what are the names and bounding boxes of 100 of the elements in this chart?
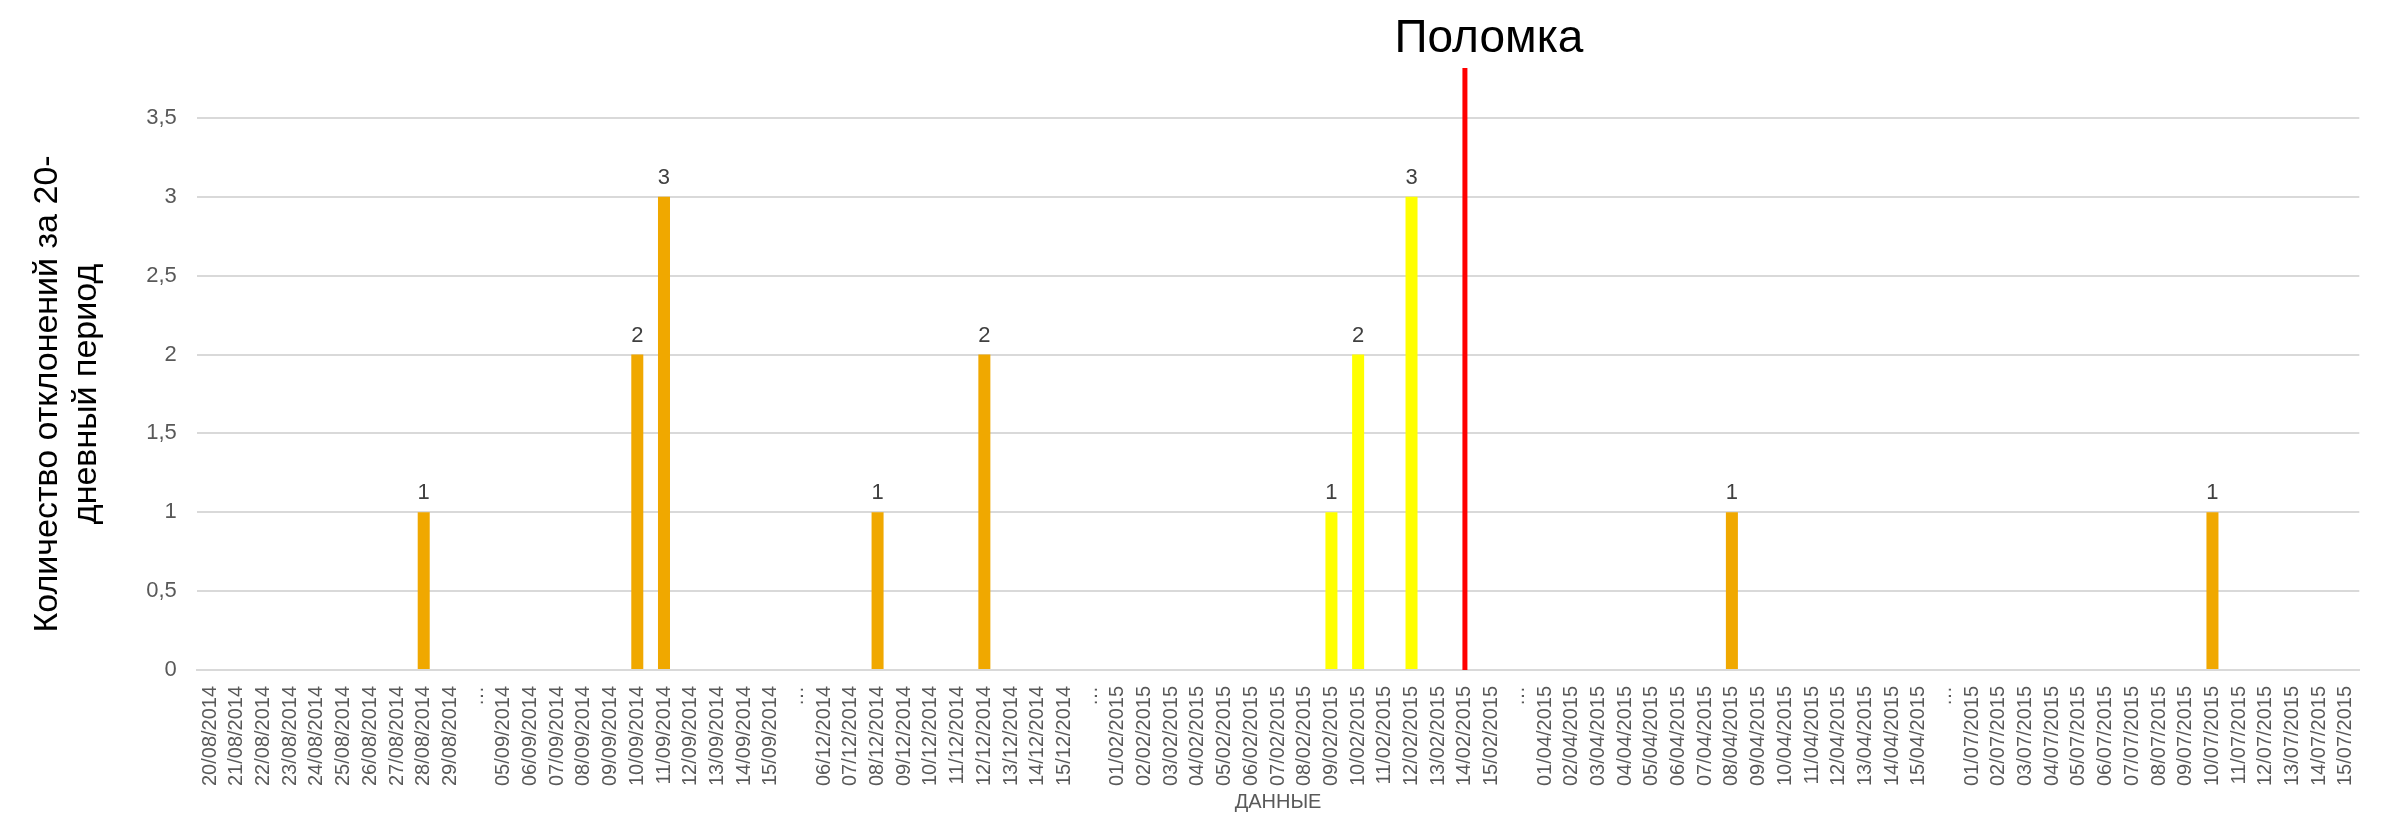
x-tick-label: 26/08/2014: [357, 685, 380, 787]
bar: [417, 512, 430, 669]
x-tick-label: 09/04/2015: [1746, 685, 1769, 787]
x-tick-label: 09/07/2015: [2173, 685, 2196, 787]
x-tick-label: …: [1505, 685, 1528, 706]
x-tick-label: 03/04/2015: [1585, 685, 1608, 787]
data-label: 2: [1352, 321, 1365, 347]
x-tick-label: 10/12/2014: [918, 685, 941, 787]
x-tick-label: 23/08/2014: [277, 685, 300, 787]
x-tick-label: 06/07/2015: [2093, 685, 2116, 787]
bar: [1405, 196, 1418, 669]
data-label: 2: [978, 321, 991, 347]
x-tick-label: 01/04/2015: [1532, 685, 1555, 787]
y-tick-label: 2,5: [146, 261, 177, 287]
data-label: 1: [1725, 479, 1739, 505]
x-tick-label: 06/04/2015: [1666, 685, 1689, 787]
x-tick-label: 05/09/2014: [491, 685, 514, 787]
x-tick-label: 05/07/2015: [2066, 685, 2089, 787]
x-tick-label: 11/09/2014: [651, 685, 674, 785]
x-tick-label: 03/02/2015: [1158, 685, 1181, 787]
x-tick-label: 13/09/2014: [704, 685, 727, 787]
data-label: 1: [1325, 479, 1338, 505]
y-tick-label: 1: [164, 498, 177, 524]
x-tick-label: 04/02/2015: [1185, 685, 1208, 787]
x-tick-label: 06/12/2014: [811, 685, 834, 787]
x-tick-label: 10/07/2015: [2199, 685, 2222, 787]
x-tick-label: 11/02/2015: [1372, 685, 1395, 785]
x-tick-label: 12/02/2015: [1399, 685, 1422, 787]
x-tick-label: 04/04/2015: [1612, 685, 1635, 787]
x-tick-label: 08/12/2014: [865, 685, 888, 787]
data-label: 3: [1405, 163, 1418, 189]
x-tick-label: 08/07/2015: [2146, 685, 2169, 787]
bar: [871, 512, 884, 669]
data-label: 2: [631, 321, 644, 347]
x-tick-label: 14/07/2015: [2306, 685, 2329, 787]
y-tick-label: 1,5: [146, 419, 177, 445]
x-tick-label: …: [1078, 685, 1101, 706]
bar: [2206, 512, 2219, 669]
x-tick-label: 08/04/2015: [1719, 685, 1742, 787]
x-tick-label: 21/08/2014: [224, 685, 247, 787]
x-tick-label: 11/12/2014: [945, 685, 968, 785]
bar: [1352, 354, 1365, 669]
x-tick-label: 06/09/2014: [518, 685, 541, 787]
x-tick-label: 02/04/2015: [1559, 685, 1582, 787]
x-tick-label: 12/09/2014: [678, 685, 701, 787]
x-tick-label: 05/02/2015: [1212, 685, 1235, 787]
y-tick-label: 3,5: [146, 104, 177, 130]
x-tick-label: 02/07/2015: [1986, 685, 2009, 787]
x-tick-label: 25/08/2014: [331, 685, 354, 787]
x-tick-label: 07/12/2014: [838, 685, 861, 787]
y-tick-label: 0: [164, 655, 177, 681]
x-tick-label: 14/12/2014: [1025, 685, 1048, 787]
data-label: 1: [2206, 479, 2219, 505]
x-tick-label: 10/09/2014: [624, 685, 647, 787]
x-tick-label: …: [1932, 685, 1955, 706]
x-tick-label: 15/07/2015: [2333, 685, 2356, 787]
x-tick-label: 15/12/2014: [1051, 685, 1074, 787]
x-tick-label: 22/08/2014: [251, 685, 274, 787]
x-tick-label: 27/08/2014: [384, 685, 407, 787]
x-tick-label: 02/02/2015: [1132, 685, 1155, 787]
y-tick-label: 3: [164, 182, 177, 208]
x-tick-label: 07/07/2015: [2119, 685, 2142, 787]
x-tick-label: 29/08/2014: [437, 685, 460, 787]
x-tick-label: 08/02/2015: [1292, 685, 1315, 787]
x-tick-label: 08/09/2014: [571, 685, 594, 787]
x-tick-label: …: [464, 685, 487, 706]
bar: [978, 354, 991, 669]
x-tick-label: 04/07/2015: [2039, 685, 2062, 787]
x-tick-label: 11/07/2015: [2226, 685, 2249, 785]
y-axis-title: Количество отклонений за 20-дневный период: [25, 155, 104, 633]
x-tick-label: 13/02/2015: [1425, 685, 1448, 787]
x-tick-label: 15/09/2014: [758, 685, 781, 787]
x-axis-title: ДАННЫЕ: [1234, 789, 1322, 812]
x-tick-label: 28/08/2014: [411, 685, 434, 787]
x-tick-label: 20/08/2014: [197, 685, 220, 787]
x-tick-label: 11/04/2015: [1799, 685, 1822, 785]
x-tick-label: 15/04/2015: [1906, 685, 1929, 787]
x-tick-label: 12/04/2015: [1826, 685, 1849, 787]
x-tick-label: …: [784, 685, 807, 706]
data-label: 3: [657, 163, 671, 189]
y-tick-label: 2: [164, 340, 177, 366]
x-tick-label: 01/02/2015: [1105, 685, 1128, 787]
x-tick-label: 07/02/2015: [1265, 685, 1288, 787]
data-label: 1: [871, 479, 884, 505]
x-tick-label: 14/09/2014: [731, 685, 754, 787]
x-tick-label: 10/04/2015: [1772, 685, 1795, 787]
x-tick-label: 14/02/2015: [1452, 685, 1475, 787]
x-tick-label: 09/02/2015: [1318, 685, 1341, 787]
data-label: 1: [417, 479, 430, 505]
x-tick-label: 12/07/2015: [2253, 685, 2276, 787]
x-tick-label: 01/07/2015: [1959, 685, 1982, 787]
x-tick-label: 05/04/2015: [1639, 685, 1662, 787]
y-tick-label: 0,5: [146, 577, 177, 603]
x-tick-label: 03/07/2015: [2013, 685, 2036, 787]
x-tick-label: 14/04/2015: [1879, 685, 1902, 787]
bar: [1325, 512, 1338, 669]
ref-line-label: Поломка: [1394, 9, 1584, 62]
x-tick-label: 09/09/2014: [598, 685, 621, 787]
x-tick-label: 12/12/2014: [971, 685, 994, 787]
bar: [631, 354, 644, 669]
